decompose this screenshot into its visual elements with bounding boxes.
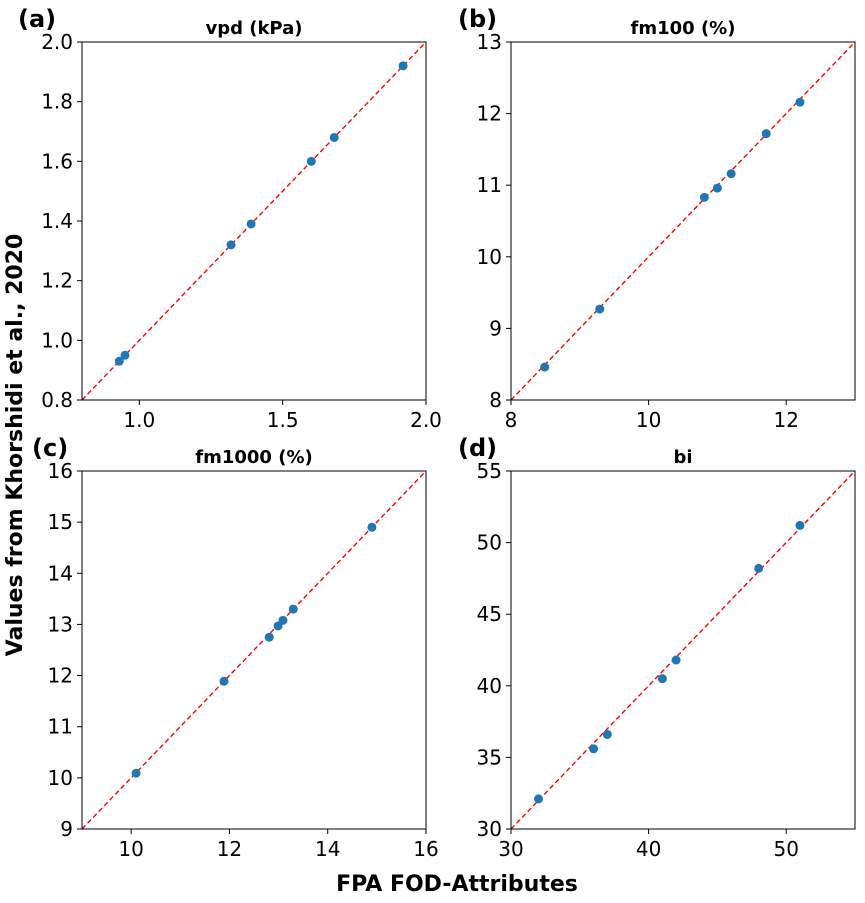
data-point xyxy=(602,729,612,739)
data-point xyxy=(657,674,667,684)
y-tick-label: 55 xyxy=(477,459,502,483)
data-point xyxy=(278,615,288,625)
y-tick-label: 16 xyxy=(48,459,73,483)
data-point xyxy=(114,356,124,366)
y-tick-label: 50 xyxy=(477,531,502,555)
x-tick-label: 12 xyxy=(217,837,242,861)
data-point xyxy=(671,655,681,665)
identity-line xyxy=(511,471,855,829)
y-tick-label: 1.6 xyxy=(41,149,73,173)
subplot-2: 10 12 14 16 9 10 11 12 13 14 15 16 fm1000 (%) (c) xyxy=(32,434,439,861)
data-point xyxy=(754,563,764,573)
y-tick-label: 1.2 xyxy=(41,269,73,293)
y-tick-label: 1.4 xyxy=(41,209,73,233)
panel-label: (a) xyxy=(18,5,56,33)
data-point xyxy=(589,744,599,754)
subplot-1: 8 10 12 8 9 10 11 12 13 fm100 (%) (b) xyxy=(458,5,856,432)
data-point xyxy=(795,520,805,530)
data-point xyxy=(226,240,236,250)
x-tick-label: 30 xyxy=(498,837,523,861)
y-tick-label: 13 xyxy=(477,30,502,54)
subplot-title: bi xyxy=(673,447,692,468)
data-point xyxy=(288,604,298,614)
data-point xyxy=(264,632,274,642)
y-tick-label: 45 xyxy=(477,602,502,626)
subplot-title: fm100 (%) xyxy=(631,18,736,39)
y-tick-label: 9 xyxy=(60,817,73,841)
data-point xyxy=(595,304,605,314)
y-tick-label: 1.0 xyxy=(41,328,73,352)
subplot-title: fm1000 (%) xyxy=(195,447,312,468)
x-tick-label: 10 xyxy=(636,408,661,432)
subplot-0: 1.0 1.5 2.0 0.8 1.0 1.2 1.4 1.6 1.8 2.0 vpd (kPa) (… xyxy=(18,5,442,432)
data-point xyxy=(131,768,141,778)
data-point xyxy=(534,794,544,804)
axes-frame xyxy=(81,470,427,830)
identity-line xyxy=(82,471,426,829)
x-tick-label: 40 xyxy=(636,837,661,861)
x-tick-label: 14 xyxy=(315,837,340,861)
data-point xyxy=(761,129,771,139)
y-tick-label: 15 xyxy=(48,510,73,534)
x-tick-label: 12 xyxy=(773,408,798,432)
y-tick-label: 10 xyxy=(48,766,73,790)
y-tick-label: 12 xyxy=(477,102,502,126)
axes-frame xyxy=(510,41,856,401)
x-axis-label: FPA FOD-Attributes xyxy=(336,872,578,897)
x-tick-label: 2.0 xyxy=(410,408,442,432)
data-point xyxy=(795,97,805,107)
y-tick-label: 11 xyxy=(477,173,502,197)
data-point xyxy=(120,350,130,360)
y-tick-label: 11 xyxy=(48,715,73,739)
x-tick-label: 10 xyxy=(118,837,143,861)
subplot-3: 30 40 50 30 35 40 45 50 55 bi (d) xyxy=(458,434,856,861)
y-tick-label: 35 xyxy=(477,745,502,769)
y-tick-label: 10 xyxy=(477,245,502,269)
subplot-title: vpd (kPa) xyxy=(205,18,302,39)
data-point xyxy=(398,61,408,71)
x-tick-label: 50 xyxy=(773,837,798,861)
y-tick-label: 14 xyxy=(48,561,73,585)
identity-line xyxy=(511,42,855,400)
y-tick-label: 8 xyxy=(489,388,502,412)
y-tick-label: 0.8 xyxy=(41,388,73,412)
y-tick-label: 1.8 xyxy=(41,90,73,114)
y-tick-label: 40 xyxy=(477,674,502,698)
panel-label: (d) xyxy=(458,434,497,462)
y-tick-label: 12 xyxy=(48,664,73,688)
y-tick-label: 2.0 xyxy=(41,30,73,54)
data-point xyxy=(219,676,229,686)
y-tick-label: 30 xyxy=(477,817,502,841)
panel-label: (c) xyxy=(32,434,68,462)
y-tick-label: 9 xyxy=(489,316,502,340)
data-point xyxy=(246,219,256,229)
y-tick-label: 13 xyxy=(48,612,73,636)
x-tick-label: 1.0 xyxy=(123,408,155,432)
x-tick-label: 1.5 xyxy=(267,408,299,432)
panel-label: (b) xyxy=(458,5,497,33)
data-point xyxy=(712,183,722,193)
data-point xyxy=(726,169,736,179)
data-point xyxy=(367,522,377,532)
x-tick-label: 16 xyxy=(413,837,438,861)
data-point xyxy=(329,132,339,142)
data-point xyxy=(306,156,316,166)
data-point xyxy=(540,362,550,372)
y-axis-label: Values from Khorshidi et al., 2020 xyxy=(3,234,28,657)
axes-frame xyxy=(510,470,856,830)
x-tick-label: 8 xyxy=(505,408,518,432)
data-point xyxy=(699,192,709,202)
